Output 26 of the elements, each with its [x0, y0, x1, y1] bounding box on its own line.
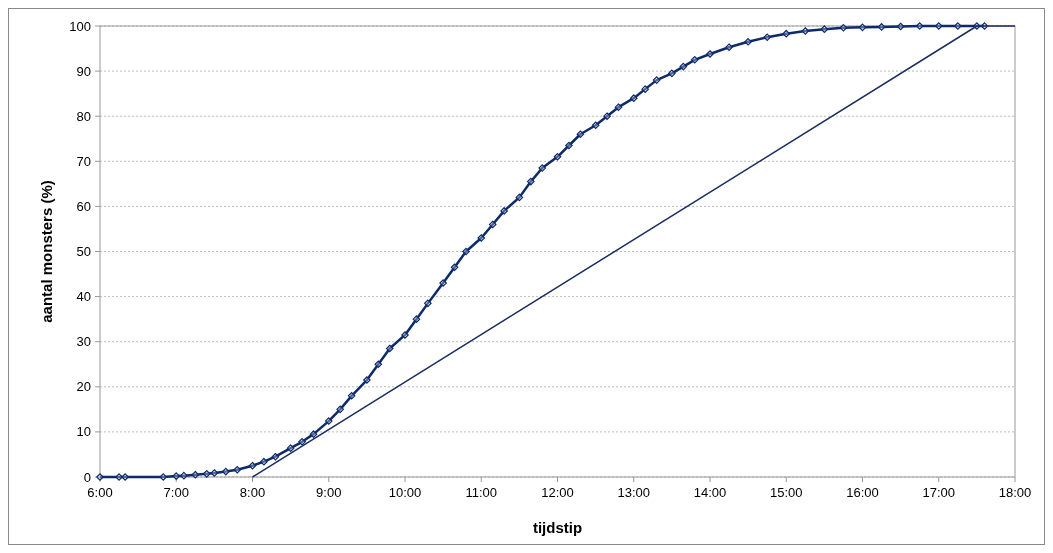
y-tick-label: 100: [69, 18, 91, 34]
y-tick-label: 10: [76, 424, 91, 440]
x-tick-label: 13:00: [617, 485, 651, 500]
x-axis-title: tijdstip: [532, 519, 583, 536]
x-tick-label: 7:00: [163, 485, 189, 500]
y-tick-label: 40: [76, 289, 91, 305]
y-tick-label: 70: [76, 153, 91, 169]
x-tick-label: 10:00: [388, 485, 422, 500]
x-tick-label: 8:00: [239, 485, 266, 500]
y-tick-label: 50: [76, 244, 91, 259]
y-tick-label: 80: [76, 108, 91, 124]
x-tick-label: 9:00: [316, 485, 342, 500]
x-tick-label: 11:00: [465, 485, 498, 500]
x-tick-label: 16:00: [846, 485, 879, 500]
x-tick-label: 6:00: [87, 485, 113, 500]
x-tick-label: 18:00: [998, 485, 1032, 500]
x-tick-label: 17:00: [922, 485, 956, 500]
y-tick-label: 60: [76, 198, 91, 214]
y-axis-title: aantal monsters (%): [38, 180, 55, 323]
y-tick-label: 90: [76, 63, 91, 79]
x-tick-label: 14:00: [693, 485, 727, 500]
y-tick-label: 0: [83, 469, 91, 485]
x-tick-label: 15:00: [769, 485, 803, 500]
y-tick-label: 30: [76, 334, 91, 350]
x-tick-label: 12:00: [541, 485, 574, 500]
y-tick-label: 20: [76, 379, 91, 395]
